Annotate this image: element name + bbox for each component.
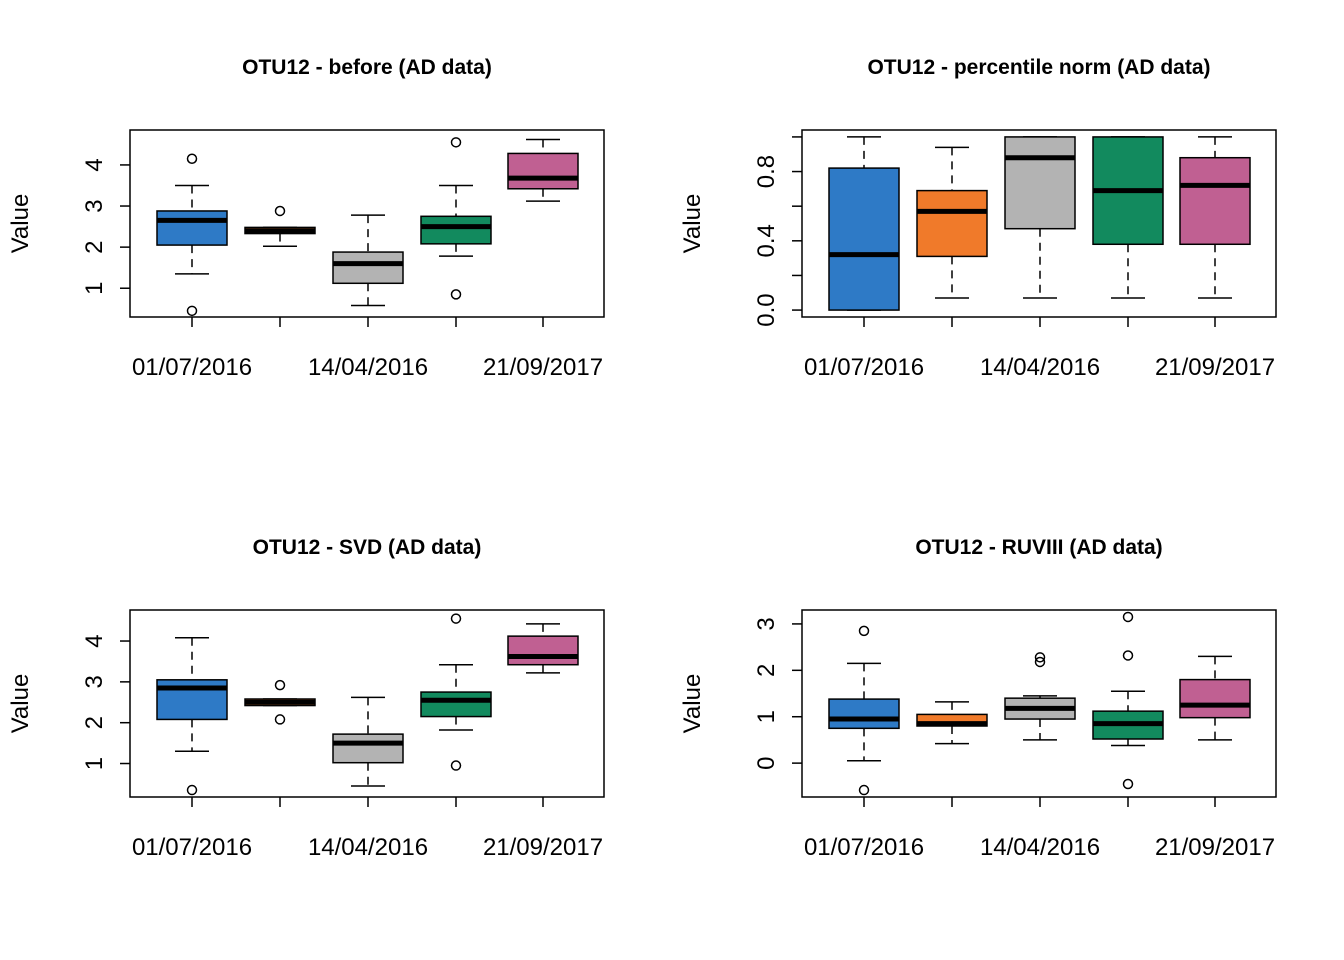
y-tick-label: 3 xyxy=(753,617,780,630)
outlier-point xyxy=(274,679,286,691)
outlier-point xyxy=(450,613,462,624)
box-1 xyxy=(156,637,228,796)
box-3 xyxy=(1004,136,1076,299)
y-tick-label: 4 xyxy=(81,634,108,647)
box-4 xyxy=(420,137,492,300)
y-tick-label: 1 xyxy=(81,757,108,770)
box-5 xyxy=(1179,655,1251,741)
x-tick-label: 21/09/2017 xyxy=(1155,354,1275,381)
box-5 xyxy=(507,623,579,674)
box-iqr xyxy=(828,698,900,730)
box-1 xyxy=(156,153,228,317)
box-5 xyxy=(507,138,579,202)
y-tick-label: 2 xyxy=(81,716,108,729)
box-iqr xyxy=(1004,136,1076,230)
y-tick-label: 0.4 xyxy=(753,224,780,257)
chart-panel-2: OTU12 - percentile norm (AD data) Value 0.… xyxy=(679,56,1277,381)
y-axis-label: Value xyxy=(679,194,706,254)
box-3 xyxy=(1004,652,1076,741)
outlier-point xyxy=(1122,778,1134,790)
box-4 xyxy=(1092,136,1164,299)
outlier-point xyxy=(1034,656,1046,668)
y-tick-label: 3 xyxy=(81,199,108,212)
x-tick-label: 01/07/2016 xyxy=(132,354,252,381)
box-2 xyxy=(244,679,316,725)
y-tick-label: 0.0 xyxy=(753,293,780,326)
x-tick-label: 14/04/2016 xyxy=(980,354,1100,381)
box-iqr xyxy=(420,215,492,245)
box-2 xyxy=(916,701,988,745)
chart-title: OTU12 - percentile norm (AD data) xyxy=(867,56,1210,79)
outlier-point xyxy=(858,625,870,637)
outlier-point xyxy=(274,205,286,217)
box-1 xyxy=(828,625,900,796)
outlier-point xyxy=(1122,611,1134,623)
x-tick-label: 14/04/2016 xyxy=(308,354,428,381)
y-tick-label: 1 xyxy=(81,282,108,295)
box-4 xyxy=(420,613,492,771)
outlier-point xyxy=(186,153,198,165)
box-iqr xyxy=(828,167,900,311)
x-tick-label: 01/07/2016 xyxy=(804,354,924,381)
chart-panel-4: OTU12 - RUVIII (AD data) Value 0 1 2 3 01/07/2… xyxy=(679,536,1277,861)
box-iqr xyxy=(156,210,228,246)
outlier-point xyxy=(450,137,462,148)
plot-frame xyxy=(129,609,605,798)
box-1 xyxy=(828,136,900,311)
box-iqr xyxy=(916,189,988,258)
box-iqr xyxy=(1179,678,1251,719)
outlier-point xyxy=(186,784,198,796)
x-tick-label: 14/04/2016 xyxy=(308,834,428,861)
box-iqr xyxy=(507,635,579,666)
outlier-point xyxy=(858,784,870,796)
y-tick-label: 2 xyxy=(81,240,108,253)
chart-title: OTU12 - SVD (AD data) xyxy=(253,536,482,559)
outlier-point xyxy=(450,760,462,771)
outlier-point xyxy=(450,289,462,300)
y-tick-label: 3 xyxy=(81,675,108,688)
chart-panel-1: OTU12 - before (AD data) Value 1 2 3 4 01/07/2… xyxy=(7,56,605,381)
chart-title: OTU12 - before (AD data) xyxy=(242,56,492,79)
box-2 xyxy=(244,205,316,248)
y-tick-label: 0.8 xyxy=(753,155,780,188)
plot-frame xyxy=(129,129,605,318)
box-2 xyxy=(916,146,988,299)
box-iqr xyxy=(332,733,404,764)
box-3 xyxy=(332,696,404,787)
x-tick-label: 21/09/2017 xyxy=(483,354,603,381)
y-axis-label: Value xyxy=(7,194,34,254)
plot-frame xyxy=(801,129,1277,318)
x-tick-label: 01/07/2016 xyxy=(804,834,924,861)
box-iqr xyxy=(1179,156,1251,246)
outlier-point xyxy=(1122,650,1134,661)
outlier-point xyxy=(1034,652,1046,663)
x-tick-label: 21/09/2017 xyxy=(483,834,603,861)
box-5 xyxy=(1179,136,1251,299)
y-tick-label: 2 xyxy=(753,664,780,677)
x-tick-label: 14/04/2016 xyxy=(980,834,1100,861)
outlier-point xyxy=(186,305,198,317)
box-3 xyxy=(332,214,404,307)
x-tick-label: 21/09/2017 xyxy=(1155,834,1275,861)
box-iqr xyxy=(420,691,492,718)
outlier-point xyxy=(274,714,286,725)
y-tick-label: 0 xyxy=(753,756,780,769)
y-axis-label: Value xyxy=(679,674,706,734)
box-iqr xyxy=(332,251,404,285)
x-tick-label: 01/07/2016 xyxy=(132,834,252,861)
box-4 xyxy=(1092,611,1164,790)
chart-panel-3: OTU12 - SVD (AD data) Value 1 2 3 4 01/07/2016… xyxy=(7,536,605,861)
y-tick-label: 1 xyxy=(753,710,780,723)
y-tick-label: 4 xyxy=(81,158,108,171)
chart-title: OTU12 - RUVIII (AD data) xyxy=(915,536,1162,559)
y-axis-label: Value xyxy=(7,674,34,734)
box-iqr xyxy=(507,152,579,190)
plot-frame xyxy=(801,609,1277,798)
